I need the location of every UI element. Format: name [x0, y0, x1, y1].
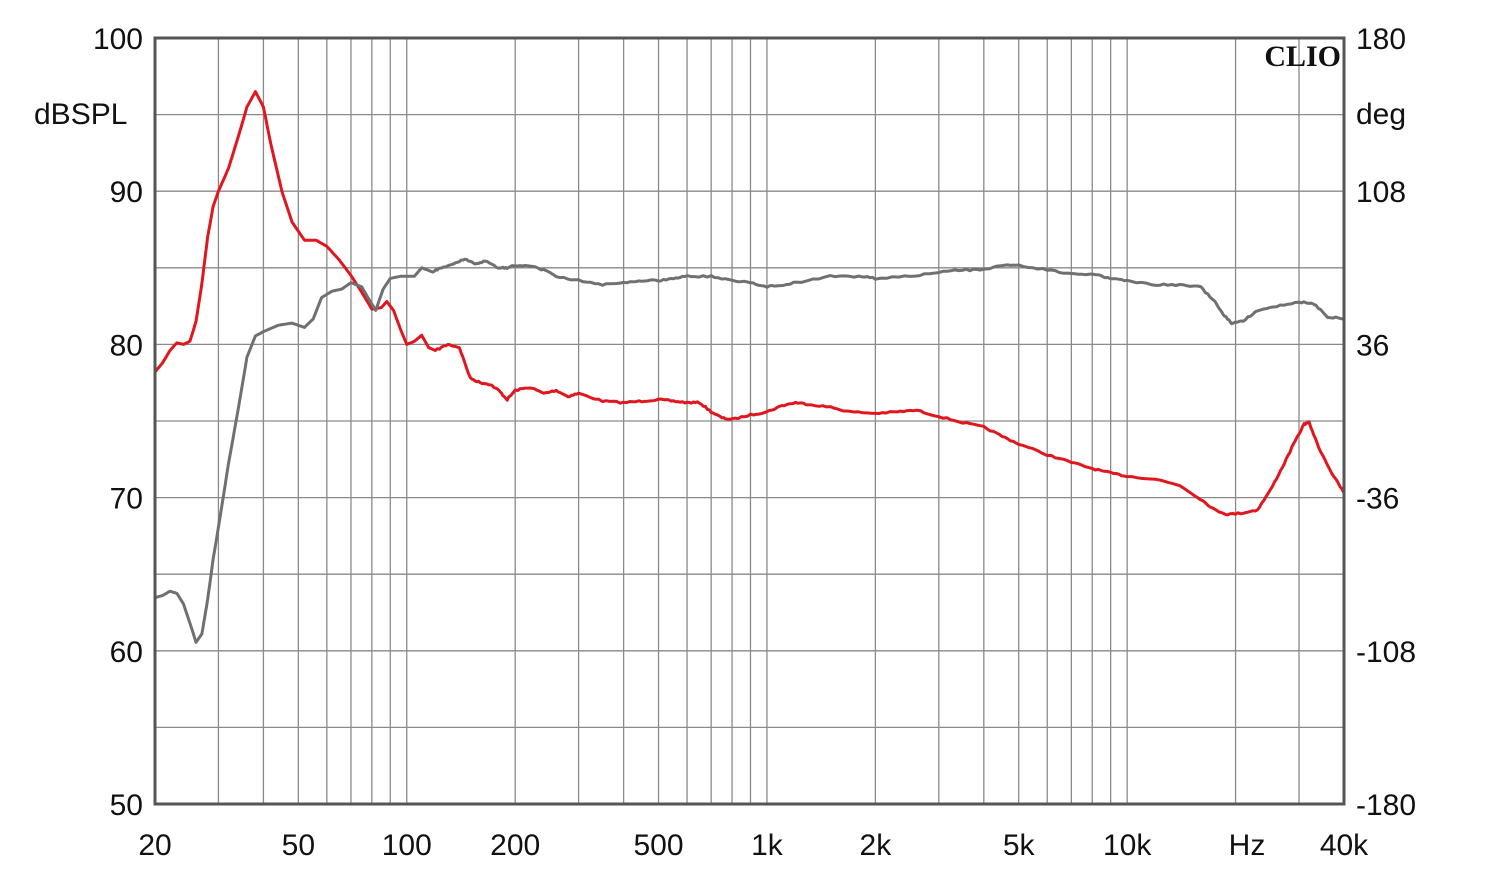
x-axis-unit: Hz	[1229, 829, 1266, 862]
right-tick-label: 108	[1356, 176, 1406, 209]
left-axis-unit: dBSPL	[34, 98, 127, 131]
left-tick-label: 60	[110, 636, 143, 669]
x-tick-label: 200	[490, 829, 540, 862]
curves	[153, 90, 1346, 644]
x-tick-label: 20	[138, 829, 171, 862]
left-tick-label: 70	[110, 483, 143, 516]
right-tick-label: 36	[1356, 329, 1389, 362]
x-tick-label: 5k	[1003, 829, 1036, 862]
left-axis-ticks: 100 90 80 70 60 50	[93, 23, 143, 822]
right-tick-label: 180	[1356, 23, 1406, 56]
x-tick-label: 2k	[860, 829, 893, 862]
magnitude-curve	[153, 90, 1346, 517]
plot-frame	[153, 36, 1346, 806]
x-tick-label: 1k	[751, 829, 784, 862]
x-tick-label: 40k	[1320, 829, 1369, 862]
right-tick-label: -180	[1356, 789, 1416, 822]
right-axis-ticks: 180 108 36 -36 -108 -180	[1356, 23, 1416, 822]
x-tick-label: 100	[382, 829, 432, 862]
left-tick-label: 80	[110, 329, 143, 362]
grid	[155, 38, 1344, 804]
x-tick-label: 500	[633, 829, 683, 862]
left-tick-label: 90	[110, 176, 143, 209]
brand-logo: CLIO	[1264, 40, 1341, 73]
x-tick-label: 10k	[1103, 829, 1152, 862]
phase-curve	[154, 257, 1345, 644]
right-axis-unit: deg	[1356, 98, 1406, 131]
left-tick-label: 50	[110, 789, 143, 822]
x-axis-ticks: 20 50 100 200 500 1k 2k 5k 10k 40k	[138, 829, 1369, 862]
right-tick-label: -36	[1356, 483, 1399, 516]
right-tick-label: -108	[1356, 636, 1416, 669]
left-tick-label: 100	[93, 23, 143, 56]
x-tick-label: 50	[282, 829, 315, 862]
